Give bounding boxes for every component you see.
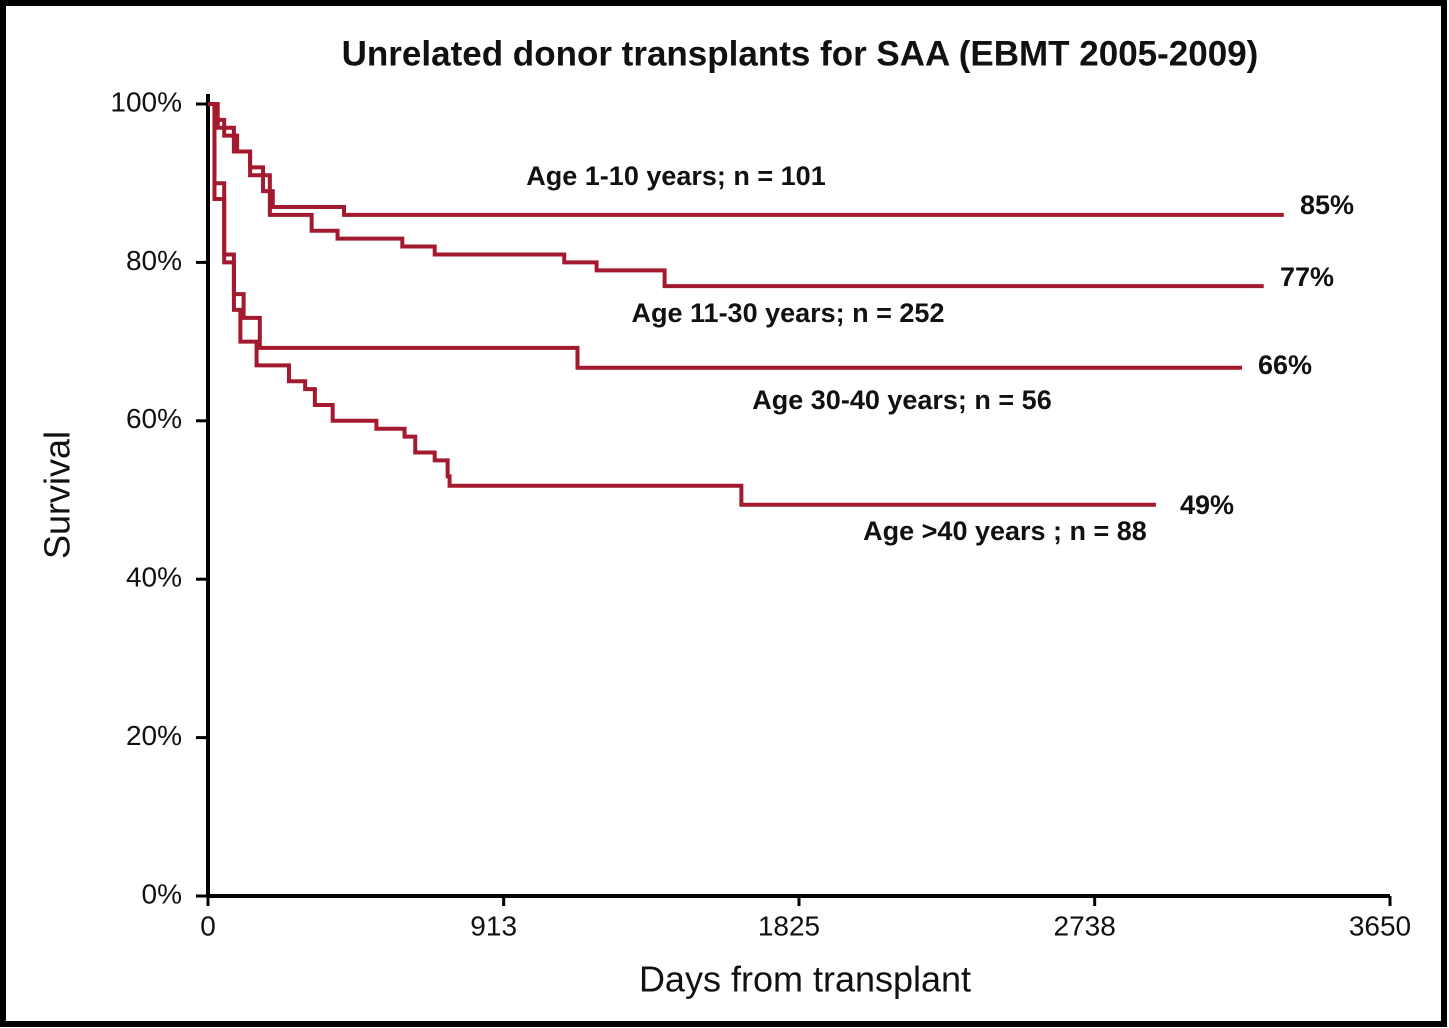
y-tick-label: 0% — [142, 878, 182, 909]
x-tick-label: 0 — [200, 910, 216, 941]
series-label: Age 11-30 years; n = 252 — [632, 298, 945, 328]
y-tick-label: 20% — [126, 720, 182, 751]
y-tick-label: 80% — [126, 245, 182, 276]
x-tick-label: 913 — [470, 910, 517, 941]
end-label: 77% — [1280, 262, 1334, 292]
chart-title: Unrelated donor transplants for SAA (EBM… — [342, 34, 1259, 73]
series-label: Age >40 years ; n = 88 — [863, 516, 1147, 546]
survival-curve — [208, 102, 1156, 507]
end-label: 49% — [1180, 490, 1234, 520]
end-label: 85% — [1300, 190, 1354, 220]
end-label: 66% — [1258, 350, 1312, 380]
y-axis-label: Survival — [37, 431, 78, 559]
series-label: Age 1-10 years; n = 101 — [526, 161, 825, 191]
survival-curve — [208, 102, 1243, 370]
series-label: Age 30-40 years; n = 56 — [752, 385, 1051, 415]
x-axis-label: Days from transplant — [639, 959, 971, 1000]
x-tick-label: 1825 — [758, 910, 820, 941]
y-tick-label: 100% — [110, 86, 182, 117]
survival-curve — [208, 102, 1284, 217]
survival-curve — [208, 102, 1264, 289]
y-tick-label: 40% — [126, 562, 182, 593]
x-tick-label: 2738 — [1054, 910, 1116, 941]
y-tick-label: 60% — [126, 403, 182, 434]
x-tick-label: 3650 — [1349, 910, 1411, 941]
